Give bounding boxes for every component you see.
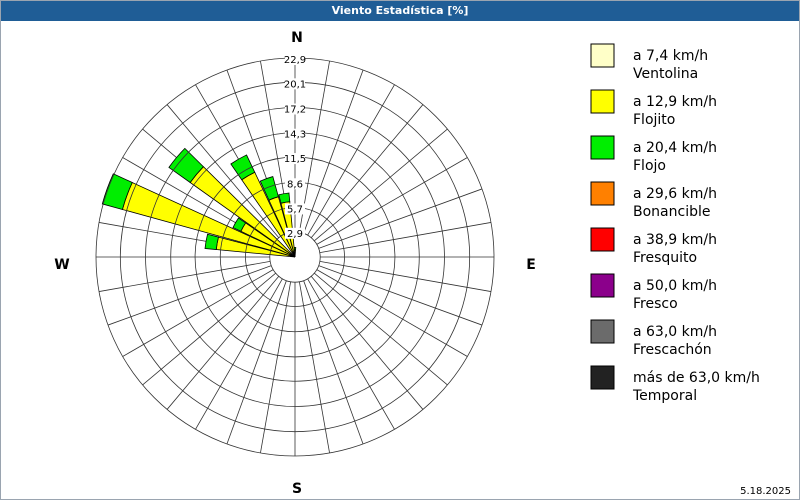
spoke xyxy=(226,280,287,445)
wedge xyxy=(230,154,256,181)
tick-label-bg xyxy=(285,78,305,90)
spoke xyxy=(142,272,276,386)
r-tick-label: 11,5 xyxy=(284,154,306,165)
r-tick-label: 5,7 xyxy=(287,204,303,215)
legend-label: a 7,4 km/h xyxy=(633,48,708,64)
wedge xyxy=(278,192,291,204)
tick-label-bg xyxy=(285,203,305,215)
legend-swatch xyxy=(590,273,615,298)
r-tick-label: 14,3 xyxy=(284,130,306,141)
legend-swatch xyxy=(590,89,615,114)
spoke xyxy=(307,84,395,236)
title-bar xyxy=(1,1,799,21)
spoke xyxy=(314,128,448,242)
tick-label-bg xyxy=(285,103,305,115)
r-tick-label: 8,6 xyxy=(287,179,303,190)
wedge xyxy=(204,233,219,250)
tick-label-bg xyxy=(285,54,305,65)
spoke xyxy=(319,260,492,292)
spoke xyxy=(303,280,364,445)
spoke xyxy=(166,276,280,410)
legend-description: Flojo xyxy=(633,158,666,174)
spoke xyxy=(98,260,271,292)
spoke xyxy=(310,276,424,410)
wedge xyxy=(168,147,204,184)
legend-swatch xyxy=(590,365,615,390)
wedge xyxy=(259,176,279,201)
legend-label: más de 63,0 km/h xyxy=(633,370,760,386)
spoke xyxy=(318,265,483,326)
legend-description: Frescachón xyxy=(633,342,712,358)
spoke xyxy=(318,188,483,249)
spoke xyxy=(307,278,395,430)
legend-description: Flojito xyxy=(633,112,675,128)
legend-label: a 38,9 km/h xyxy=(633,232,717,248)
spoke xyxy=(122,269,274,357)
legend-swatch xyxy=(590,135,615,160)
legend-swatch xyxy=(590,181,615,206)
legend-label: a 50,0 km/h xyxy=(633,278,717,294)
r-tick-label: 17,2 xyxy=(284,105,306,116)
footer-date: 5.18.2025 xyxy=(740,486,791,497)
compass-label: S xyxy=(292,481,302,497)
r-tick-label: 22,9 xyxy=(284,55,306,66)
legend-description: Ventolina xyxy=(633,66,698,82)
r-tick-label: 20,1 xyxy=(284,79,306,90)
legend-swatch xyxy=(590,227,615,252)
legend-label: a 63,0 km/h xyxy=(633,324,717,340)
legend-label: a 12,9 km/h xyxy=(633,94,717,110)
tick-label-bg xyxy=(285,227,305,239)
spoke xyxy=(298,281,330,454)
chart-title: Viento Estadística [%] xyxy=(332,4,469,17)
r-tick-label: 2,9 xyxy=(287,229,303,240)
spoke xyxy=(166,104,280,238)
wedge xyxy=(232,217,247,232)
tick-label-bg xyxy=(285,128,305,140)
spoke xyxy=(314,272,448,386)
wedge xyxy=(101,173,133,210)
spoke xyxy=(195,278,283,430)
spoke xyxy=(310,104,424,238)
tick-label-bg xyxy=(285,178,305,190)
legend-swatch xyxy=(590,319,615,344)
legend-description: Bonancible xyxy=(633,204,710,220)
legend-description: Temporal xyxy=(632,388,697,404)
spoke xyxy=(316,157,468,245)
spoke xyxy=(303,69,364,234)
legend-description: Fresco xyxy=(633,296,678,312)
legend-label: a 20,4 km/h xyxy=(633,140,717,156)
legend-swatch xyxy=(590,43,615,68)
spoke xyxy=(107,265,272,326)
spoke xyxy=(319,222,492,254)
spoke xyxy=(316,269,468,357)
legend-description: Fresquito xyxy=(633,250,697,266)
tick-label-bg xyxy=(285,153,305,165)
legend-label: a 29,6 km/h xyxy=(633,186,717,202)
compass-label: W xyxy=(54,257,69,273)
compass-label: E xyxy=(526,257,536,273)
spoke xyxy=(260,281,292,454)
compass-label: N xyxy=(291,30,303,46)
